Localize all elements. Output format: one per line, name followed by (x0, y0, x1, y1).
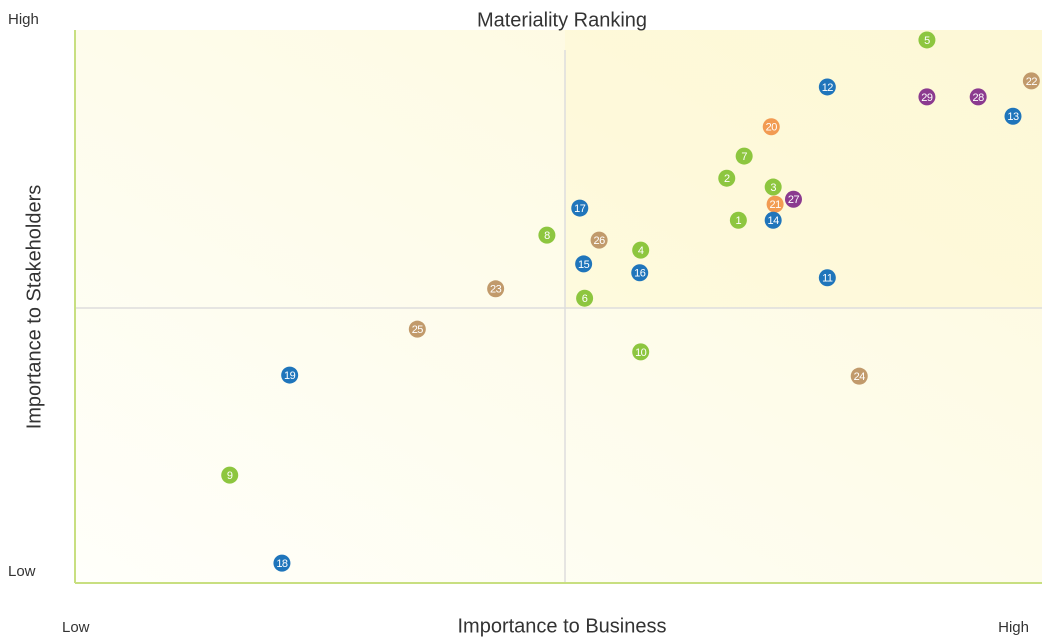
point-label: 5 (924, 35, 930, 47)
point (735, 147, 753, 165)
point (631, 264, 649, 282)
point-label: 24 (854, 371, 866, 383)
point (918, 31, 936, 49)
point-label: 8 (544, 230, 550, 242)
point (1022, 72, 1040, 90)
point-label: 9 (227, 470, 233, 482)
y-tick-label: High (8, 11, 39, 28)
point-label: 12 (822, 82, 834, 94)
point-label: 16 (634, 268, 646, 280)
point-label: 2 (724, 173, 730, 185)
x-tick-label: Low (62, 619, 90, 636)
point-label: 1 (736, 215, 742, 227)
point (576, 289, 594, 307)
point-label: 25 (412, 324, 424, 336)
point (764, 211, 782, 229)
point-label: 22 (1026, 76, 1038, 88)
point (818, 78, 836, 96)
x-tick-label: High (998, 619, 1029, 636)
point-label: 15 (578, 259, 590, 271)
point (766, 195, 784, 213)
point-label: 3 (770, 182, 776, 194)
point (408, 320, 426, 338)
point (784, 190, 802, 208)
point (764, 178, 782, 196)
point-label: 14 (768, 215, 780, 227)
point (969, 88, 987, 106)
point (729, 211, 747, 229)
point-label: 28 (973, 92, 985, 104)
point-label: 18 (276, 558, 288, 570)
point-label: 4 (638, 245, 644, 257)
chart-title: Materiality Ranking (477, 9, 647, 31)
point (575, 255, 593, 273)
point-label: 21 (769, 199, 781, 211)
point-label: 23 (490, 284, 502, 296)
point (571, 199, 589, 217)
point (762, 118, 780, 136)
quadrant-highlight (565, 30, 1042, 308)
point (487, 280, 505, 298)
point-label: 26 (593, 235, 605, 247)
ticks: Low High Low High (8, 11, 1029, 636)
point (918, 88, 936, 106)
point (818, 269, 836, 287)
point (538, 226, 556, 244)
point (273, 554, 291, 572)
point (590, 231, 608, 249)
point-label: 27 (788, 194, 800, 206)
point-label: 20 (766, 122, 778, 134)
y-axis-label: Importance to Stakeholders (23, 185, 45, 430)
point-label: 29 (921, 92, 933, 104)
point-label: 10 (635, 347, 647, 359)
point-label: 7 (741, 151, 747, 163)
point-label: 11 (822, 273, 833, 285)
x-axis-label: Importance to Business (458, 615, 667, 637)
point-label: 13 (1007, 111, 1019, 123)
point-label: 17 (574, 203, 586, 215)
y-tick-label: Low (8, 563, 36, 580)
point (1004, 107, 1022, 125)
point-label: 6 (582, 293, 588, 305)
point-label: 19 (284, 370, 296, 382)
point (718, 169, 736, 187)
point (221, 466, 239, 484)
point (632, 343, 650, 361)
point (632, 241, 650, 259)
point (850, 367, 868, 385)
point (281, 366, 299, 384)
